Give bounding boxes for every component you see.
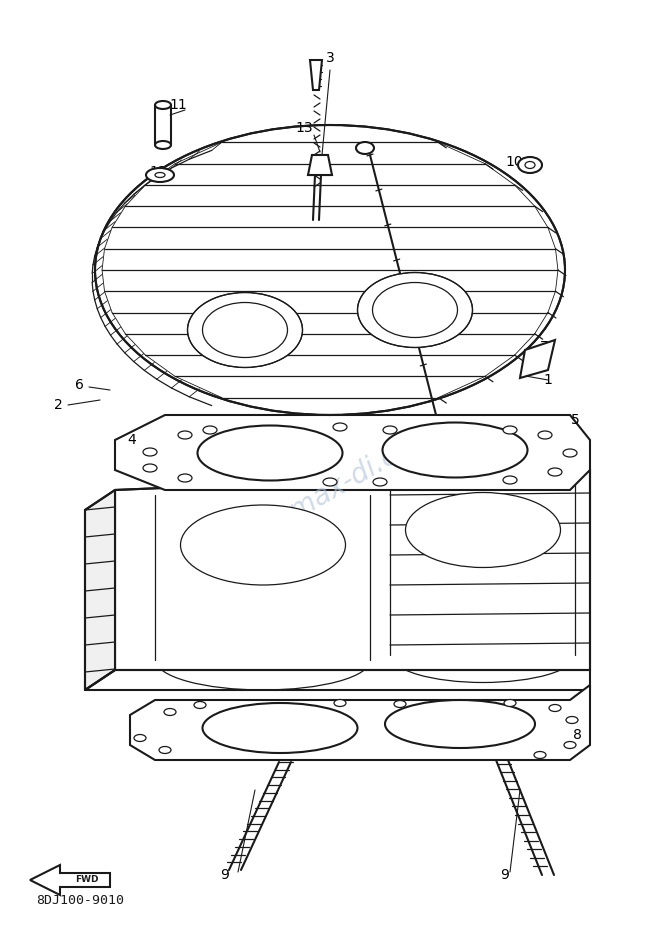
- Ellipse shape: [180, 505, 346, 585]
- Ellipse shape: [323, 478, 337, 486]
- Ellipse shape: [95, 125, 565, 415]
- Ellipse shape: [383, 426, 397, 434]
- Text: 11: 11: [169, 98, 187, 112]
- Ellipse shape: [525, 162, 535, 168]
- Ellipse shape: [563, 449, 577, 457]
- Text: 13: 13: [295, 121, 313, 135]
- Polygon shape: [308, 155, 332, 175]
- Text: 4: 4: [128, 433, 136, 447]
- Polygon shape: [130, 685, 590, 760]
- Ellipse shape: [134, 735, 146, 741]
- Ellipse shape: [405, 493, 561, 568]
- Text: 7: 7: [539, 340, 549, 354]
- Text: 2: 2: [54, 398, 62, 412]
- Text: 9: 9: [500, 868, 510, 882]
- Ellipse shape: [518, 157, 542, 173]
- Ellipse shape: [188, 293, 303, 367]
- Ellipse shape: [383, 423, 527, 478]
- Polygon shape: [85, 490, 115, 690]
- Text: 3: 3: [326, 51, 334, 65]
- Text: 12: 12: [149, 165, 167, 179]
- Ellipse shape: [198, 425, 342, 481]
- Ellipse shape: [534, 752, 546, 758]
- Text: 8DJ100-9010: 8DJ100-9010: [36, 894, 124, 907]
- Text: FWD: FWD: [75, 875, 98, 885]
- Ellipse shape: [159, 746, 171, 754]
- Ellipse shape: [333, 423, 347, 431]
- Polygon shape: [115, 470, 590, 670]
- Ellipse shape: [203, 426, 217, 434]
- Ellipse shape: [548, 468, 562, 476]
- Ellipse shape: [385, 700, 535, 748]
- Ellipse shape: [178, 474, 192, 482]
- Polygon shape: [520, 340, 555, 378]
- Ellipse shape: [356, 142, 374, 154]
- Ellipse shape: [146, 168, 174, 182]
- Text: 9: 9: [221, 868, 229, 882]
- Ellipse shape: [143, 448, 157, 456]
- Text: www.max-di.com: www.max-di.com: [219, 418, 441, 562]
- Ellipse shape: [155, 101, 171, 109]
- Text: 4: 4: [473, 436, 481, 450]
- Polygon shape: [310, 60, 322, 90]
- Ellipse shape: [334, 699, 346, 707]
- Ellipse shape: [394, 700, 406, 708]
- Ellipse shape: [503, 476, 517, 484]
- Ellipse shape: [164, 709, 176, 715]
- Ellipse shape: [549, 704, 561, 712]
- Ellipse shape: [358, 272, 473, 348]
- Text: 6: 6: [75, 378, 83, 392]
- Text: 8: 8: [572, 728, 582, 742]
- Ellipse shape: [504, 699, 516, 707]
- Text: 5: 5: [570, 413, 580, 427]
- Text: 1: 1: [543, 373, 553, 387]
- Ellipse shape: [194, 701, 206, 709]
- Ellipse shape: [155, 141, 171, 149]
- Ellipse shape: [566, 716, 578, 724]
- Ellipse shape: [564, 741, 576, 749]
- Ellipse shape: [503, 426, 517, 434]
- Text: 10: 10: [505, 155, 523, 169]
- Ellipse shape: [178, 431, 192, 439]
- Polygon shape: [115, 415, 590, 490]
- Ellipse shape: [538, 431, 552, 439]
- Ellipse shape: [373, 478, 387, 486]
- Ellipse shape: [143, 464, 157, 472]
- Ellipse shape: [202, 703, 358, 753]
- Ellipse shape: [155, 172, 165, 178]
